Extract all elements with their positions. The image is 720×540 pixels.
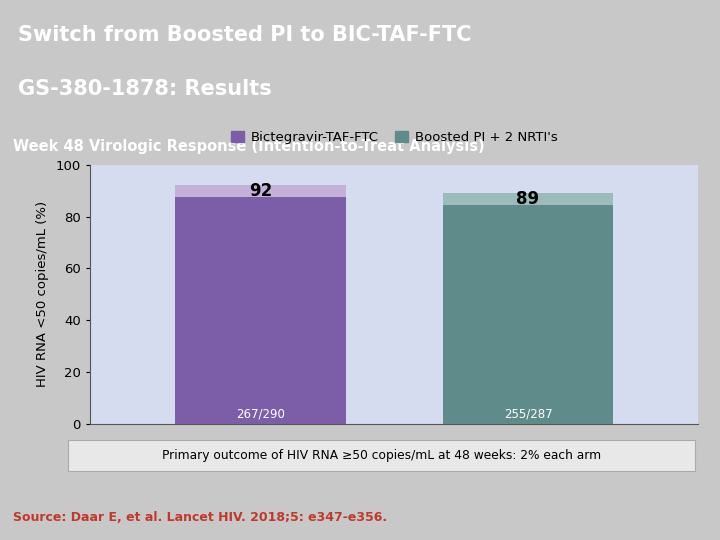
Text: 89: 89 [516, 190, 539, 208]
Text: Week 48 Virologic Response (Intention-to-Treat Analysis): Week 48 Virologic Response (Intention-to… [13, 139, 485, 154]
Text: Primary outcome of HIV RNA ≥50 copies/mL at 48 weeks: 2% each arm: Primary outcome of HIV RNA ≥50 copies/mL… [162, 449, 601, 462]
Text: 92: 92 [248, 183, 272, 200]
Text: GS-380-1878: Results: GS-380-1878: Results [18, 79, 271, 99]
FancyBboxPatch shape [68, 440, 695, 471]
Bar [175, 185, 346, 424]
Text: Switch from Boosted PI to BIC-TAF-FTC: Switch from Boosted PI to BIC-TAF-FTC [18, 25, 472, 45]
Y-axis label: HIV RNA <50 copies/mL (%): HIV RNA <50 copies/mL (%) [36, 201, 49, 387]
Bar [175, 185, 346, 197]
Text: Source: Daar E, et al. Lancet HIV. 2018;5: e347-e356.: Source: Daar E, et al. Lancet HIV. 2018;… [13, 511, 387, 524]
Bar [443, 193, 613, 205]
Bar [443, 193, 613, 424]
Text: 255/287: 255/287 [504, 407, 552, 420]
Text: 267/290: 267/290 [236, 407, 285, 420]
Legend: Bictegravir-TAF-FTC, Boosted PI + 2 NRTI's: Bictegravir-TAF-FTC, Boosted PI + 2 NRTI… [226, 126, 562, 150]
